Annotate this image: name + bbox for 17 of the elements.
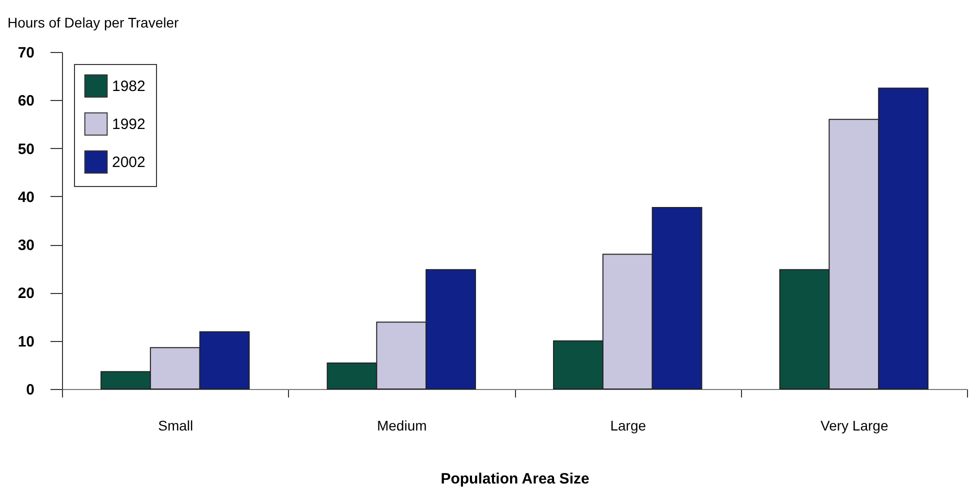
y-tick-label: 60 bbox=[18, 92, 34, 110]
x-tick-label: Small bbox=[158, 418, 194, 434]
y-tick-label: 10 bbox=[18, 333, 34, 350]
legend-label: 1992 bbox=[112, 116, 146, 133]
legend-label: 2002 bbox=[112, 154, 146, 171]
y-tick-label: 30 bbox=[18, 237, 34, 254]
y-tick-label: 40 bbox=[18, 188, 34, 206]
y-tick-label: 20 bbox=[18, 285, 34, 302]
x-axis-title: Population Area Size bbox=[440, 470, 590, 488]
y-tick-label: 0 bbox=[26, 382, 34, 398]
x-tick-label: Very Large bbox=[820, 418, 888, 434]
legend-label: 1982 bbox=[112, 78, 146, 95]
y-tick-label: 50 bbox=[18, 140, 34, 158]
x-tick-label: Medium bbox=[376, 418, 427, 434]
y-tick-label: 70 bbox=[18, 44, 34, 62]
y-axis-title: Hours of Delay per Traveler bbox=[8, 14, 180, 30]
x-tick-label: Large bbox=[610, 418, 646, 434]
